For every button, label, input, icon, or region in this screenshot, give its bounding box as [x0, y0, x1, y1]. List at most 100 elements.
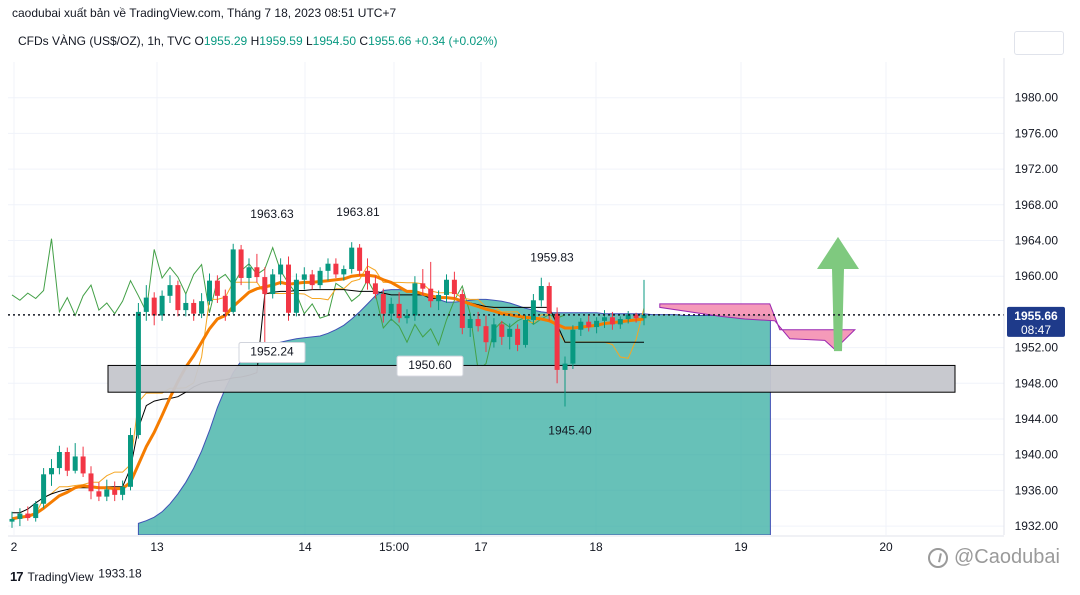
candle-body — [483, 326, 489, 343]
candle-body — [372, 283, 378, 295]
candle-body — [96, 491, 102, 497]
candle-body — [104, 489, 110, 497]
candle-body — [609, 317, 615, 325]
candle-body — [436, 294, 442, 302]
candle-body — [380, 294, 386, 314]
candle-body — [451, 279, 457, 295]
candle-body — [41, 474, 47, 504]
candle-body — [325, 263, 331, 271]
candle-body — [175, 285, 181, 311]
support-zone-rect — [107, 364, 956, 393]
ohlc-close-value: 1955.66 — [368, 34, 412, 48]
candle-body — [570, 329, 576, 364]
candle-body — [151, 297, 157, 316]
ohlc-low-label: L — [305, 34, 313, 48]
price-change: +0.34 (+0.02%) — [414, 34, 498, 48]
tradingview-logo: 17 TradingView — [10, 569, 94, 584]
candle-body — [538, 286, 544, 301]
candle-body — [594, 320, 600, 328]
candle-body — [562, 363, 568, 370]
candle-body — [578, 321, 584, 330]
candle-body — [128, 435, 133, 487]
price-axis-bg — [1004, 58, 1080, 538]
candle-body — [25, 513, 31, 519]
price-axis-tick: 1936.00 — [1015, 483, 1059, 497]
candle-body — [135, 311, 141, 436]
candle-body — [238, 249, 244, 278]
kijun-sen-line — [12, 289, 644, 514]
publish-info: caodubai xuất bản về TradingView.com, Th… — [12, 6, 397, 20]
candle-body — [49, 468, 54, 475]
candle-body — [475, 319, 481, 327]
price-annotation-label: 1945.40 — [548, 423, 592, 437]
candle-body — [554, 313, 560, 370]
ohlc-open-value: 1955.29 — [203, 34, 248, 48]
price-axis-tick: 1952.00 — [1015, 341, 1059, 355]
last-price-tag — [1007, 306, 1065, 337]
candle-body — [530, 300, 536, 320]
candle-body — [301, 274, 307, 280]
candle-body — [159, 295, 165, 316]
candle-body — [167, 285, 173, 296]
candle-body — [428, 288, 434, 302]
ichimoku-cloud-bullish — [137, 289, 771, 535]
annotation-box — [396, 355, 464, 377]
candle-body — [286, 264, 291, 313]
candle-body — [33, 503, 39, 519]
candle-body — [404, 315, 410, 319]
candle-body — [420, 283, 426, 289]
candle-body — [120, 486, 126, 495]
candle-body — [317, 270, 323, 286]
candle-body — [523, 319, 528, 345]
candle-body — [546, 286, 552, 314]
candle-body — [349, 247, 355, 270]
candle-body — [396, 303, 402, 319]
candle-body — [278, 264, 284, 275]
price-annotation-label: 1933.18 — [98, 567, 142, 581]
candle-body — [412, 283, 418, 316]
time-axis-tick: 19 — [734, 540, 748, 554]
price-axis-tick: 1980.00 — [1015, 91, 1059, 105]
ohlc-high-label: H — [250, 34, 260, 48]
candle-body — [112, 489, 118, 495]
candle-body — [254, 267, 260, 278]
candle-body — [467, 319, 473, 328]
candle-body — [199, 301, 205, 314]
price-axis-tick: 1976.00 — [1015, 126, 1059, 140]
candle-body — [507, 328, 513, 337]
candle-body — [143, 297, 149, 312]
candle-body — [183, 302, 189, 311]
candle-body — [515, 328, 521, 345]
time-axis-tick: 20 — [879, 540, 893, 554]
price-annotation-label: 1959.83 — [530, 251, 574, 265]
time-axis-tick: 2 — [11, 540, 18, 554]
candle-body — [80, 456, 86, 474]
chart-control-box[interactable] — [1014, 31, 1064, 55]
candle-body — [341, 269, 347, 275]
candle-body — [191, 302, 197, 314]
candle-body — [333, 263, 339, 275]
price-axis-tick: 1964.00 — [1015, 233, 1059, 247]
candle-body — [365, 270, 370, 284]
candle-body — [9, 518, 15, 522]
time-axis-tick: 18 — [589, 540, 603, 554]
candle-body — [17, 513, 23, 519]
time-axis-tick: 13 — [150, 540, 164, 554]
candle-body — [388, 303, 394, 314]
ohlc-low-value: 1954.50 — [312, 34, 357, 48]
author-watermark: @Caodubai — [928, 546, 1060, 569]
price-axis-tick: 1940.00 — [1015, 448, 1059, 462]
candle-body — [207, 280, 212, 302]
candle-body — [293, 279, 299, 313]
ohlc-high-value: 1959.59 — [259, 34, 303, 48]
candle-body — [617, 319, 623, 325]
ohlc-open-label: O — [194, 34, 204, 48]
price-annotation-label: 1963.81 — [336, 205, 380, 219]
candle-body — [64, 452, 70, 471]
candle-body — [262, 277, 268, 295]
price-axis-tick: 1960.00 — [1015, 269, 1059, 283]
candle-body — [586, 321, 592, 328]
candle-body — [230, 249, 236, 312]
candle-body — [625, 314, 631, 320]
